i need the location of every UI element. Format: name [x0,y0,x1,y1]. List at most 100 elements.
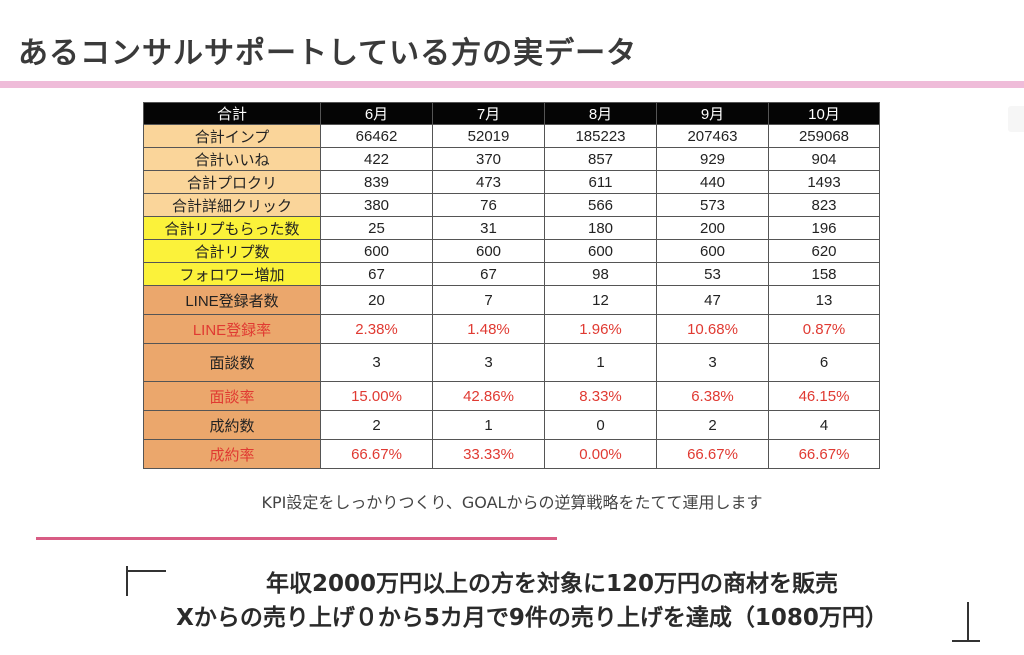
row-label: LINE登録率 [143,314,321,344]
table-cell: 3 [656,343,769,382]
table-cell: 2 [656,410,769,440]
table-row: LINE登録者数 20 7 12 47 13 [143,285,880,315]
row-label: 合計詳細クリック [143,193,321,217]
table-cell: 3 [320,343,433,382]
row-label: 合計プロクリ [143,170,321,194]
table-cell: 440 [656,170,769,194]
table-cell: 200 [656,216,769,240]
table-cell: 25 [320,216,433,240]
table-cell: 422 [320,147,433,171]
headline-line-2: Xからの売り上げ０から5カ月で9件の売り上げを達成（1080万円） [176,605,888,631]
table-cell: 600 [320,239,433,263]
table-cell: 929 [656,147,769,171]
table-row: 成約数 2 1 0 2 4 [143,410,880,440]
table-cell: 180 [544,216,657,240]
table-cell: 67 [320,262,433,286]
table-cell: 66.67% [320,439,433,469]
row-label: LINE登録者数 [143,285,321,315]
row-label: 面談率 [143,381,321,411]
table-cell: 573 [656,193,769,217]
header-month: 6月 [320,102,433,125]
table-cell: 600 [432,239,545,263]
table-cell: 611 [544,170,657,194]
table-cell: 185223 [544,124,657,148]
table-cell: 566 [544,193,657,217]
table-cell: 66.67% [768,439,880,469]
divider-line [36,537,557,540]
table-row: 合計詳細クリック 380 76 566 573 823 [143,193,880,217]
table-cell: 66.67% [656,439,769,469]
table-cell: 259068 [768,124,880,148]
table-cell: 67 [432,262,545,286]
table-cell: 600 [656,239,769,263]
table-cell: 196 [768,216,880,240]
table-cell: 473 [432,170,545,194]
title-underline [0,81,1024,88]
caption: KPI設定をしっかりつくり、GOALからの逆算戦略をたてて運用します [261,493,763,512]
table-cell: 1.96% [544,314,657,344]
row-label: 面談数 [143,343,321,382]
bracket-bottom-right-horizontal [952,640,980,642]
header-month: 7月 [432,102,545,125]
side-tab [1008,106,1024,132]
bracket-bottom-right-vertical [967,602,969,642]
table-cell: 857 [544,147,657,171]
table-cell: 98 [544,262,657,286]
table-cell: 31 [432,216,545,240]
table-cell: 8.33% [544,381,657,411]
row-label: 合計リプもらった数 [143,216,321,240]
table-row: 合計プロクリ 839 473 611 440 1493 [143,170,880,194]
table-cell: 1 [432,410,545,440]
table-cell: 53 [656,262,769,286]
table-cell: 4 [768,410,880,440]
table-cell: 600 [544,239,657,263]
table-cell: 1 [544,343,657,382]
headline-line-1: 年収2000万円以上の方を対象に120万円の商材を販売 [265,571,839,597]
table-row: 面談数 3 3 1 3 6 [143,343,880,382]
table-cell: 46.15% [768,381,880,411]
table-cell: 823 [768,193,880,217]
table-cell: 2 [320,410,433,440]
header-corner: 合計 [143,102,321,125]
table-row: LINE登録率 2.38% 1.48% 1.96% 10.68% 0.87% [143,314,880,344]
table-cell: 6.38% [656,381,769,411]
table-cell: 620 [768,239,880,263]
bracket-top-left-vertical [126,566,128,596]
header-month: 9月 [656,102,769,125]
table-cell: 1493 [768,170,880,194]
table-cell: 2.38% [320,314,433,344]
table-row: 合計リプ数 600 600 600 600 620 [143,239,880,263]
table-cell: 12 [544,285,657,315]
table-cell: 7 [432,285,545,315]
table-header-row: 合計 6月 7月 8月 9月 10月 [143,102,880,125]
table-row: フォロワー増加 67 67 98 53 158 [143,262,880,286]
row-label: 合計いいね [143,147,321,171]
table-cell: 158 [768,262,880,286]
table-cell: 10.68% [656,314,769,344]
table-cell: 66462 [320,124,433,148]
table-cell: 76 [432,193,545,217]
table-cell: 20 [320,285,433,315]
table-cell: 15.00% [320,381,433,411]
table-cell: 0 [544,410,657,440]
table-cell: 207463 [656,124,769,148]
table-cell: 6 [768,343,880,382]
bracket-top-left-horizontal [126,570,166,572]
table-row: 成約率 66.67% 33.33% 0.00% 66.67% 66.67% [143,439,880,469]
table-cell: 380 [320,193,433,217]
page-title: あるコンサルサポートしている方の実データ [18,36,638,71]
header-month: 8月 [544,102,657,125]
table-cell: 0.87% [768,314,880,344]
table-row: 合計リプもらった数 25 31 180 200 196 [143,216,880,240]
row-label: 成約率 [143,439,321,469]
table-cell: 42.86% [432,381,545,411]
table-row: 面談率 15.00% 42.86% 8.33% 6.38% 46.15% [143,381,880,411]
table-cell: 839 [320,170,433,194]
table-cell: 52019 [432,124,545,148]
table-cell: 33.33% [432,439,545,469]
table-cell: 0.00% [544,439,657,469]
row-label: フォロワー増加 [143,262,321,286]
table-cell: 47 [656,285,769,315]
table-cell: 13 [768,285,880,315]
table-row: 合計インプ 66462 52019 185223 207463 259068 [143,124,880,148]
